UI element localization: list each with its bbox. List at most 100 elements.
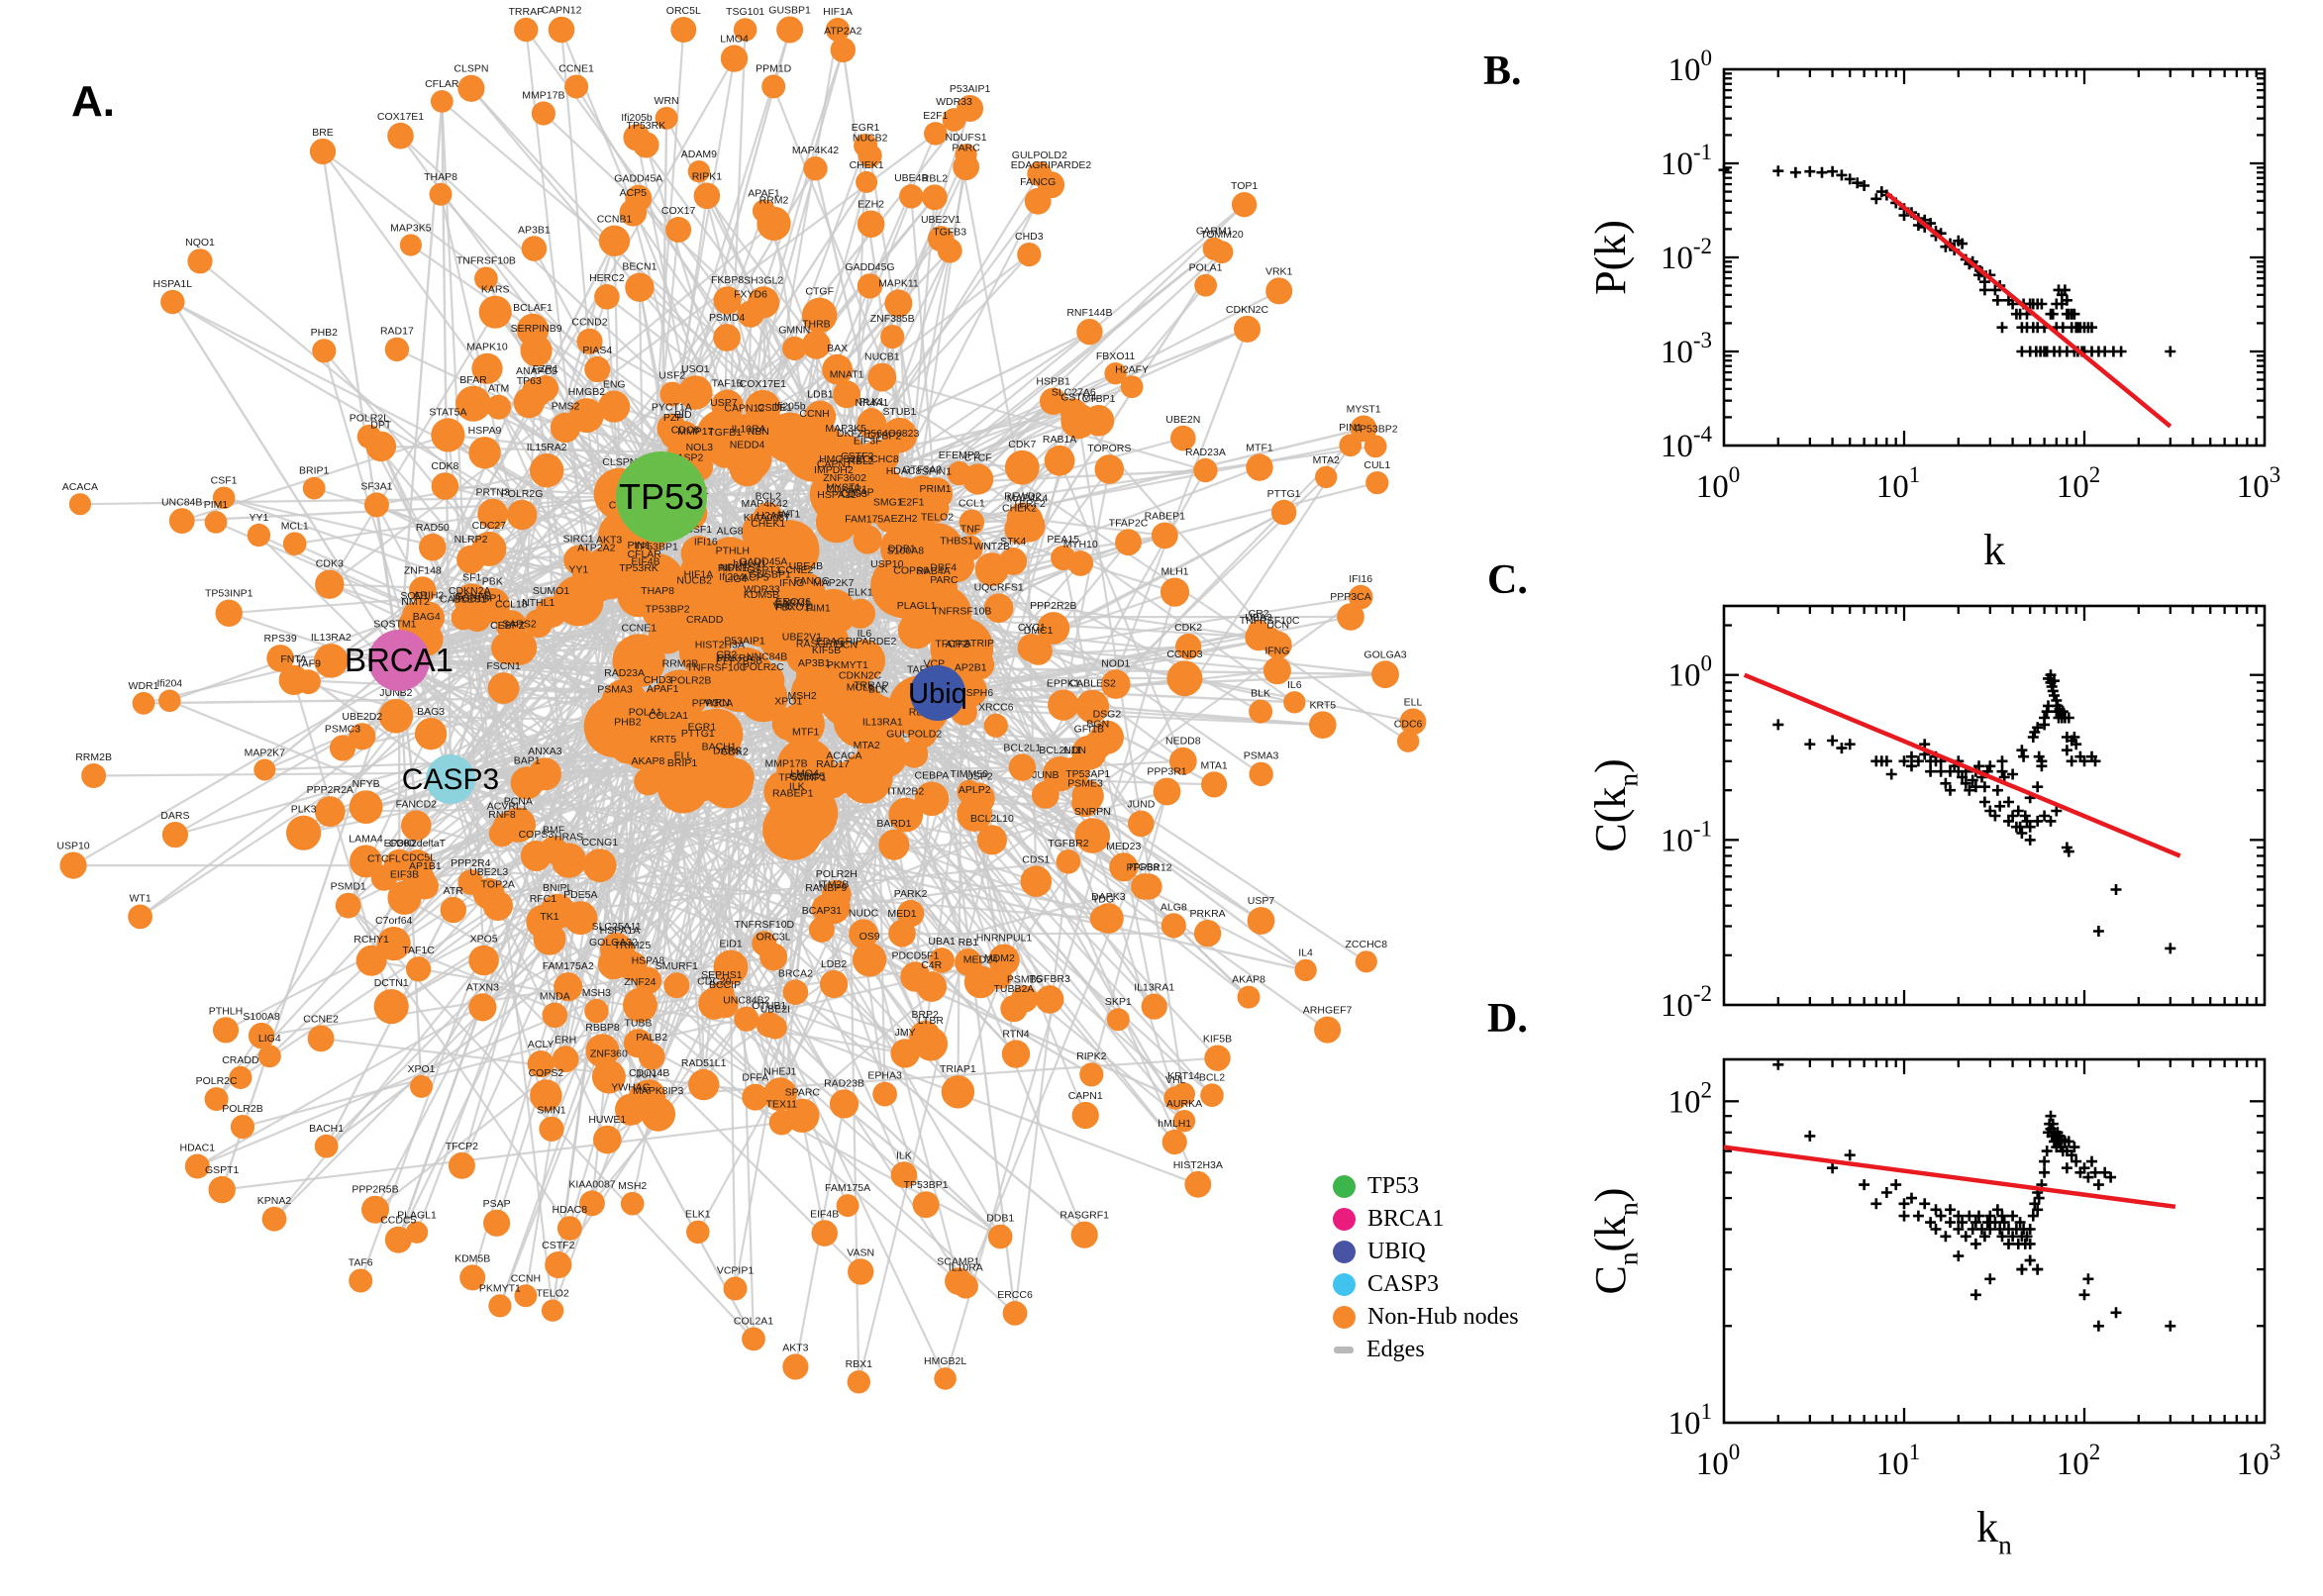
- network-node[interactable]: [593, 1125, 622, 1154]
- network-node[interactable]: [468, 437, 501, 469]
- data-point-plus-icon: [2092, 926, 2104, 937]
- network-node[interactable]: [1160, 577, 1190, 607]
- network-node[interactable]: [1094, 454, 1125, 484]
- network-node[interactable]: [510, 766, 544, 800]
- data-point-plus-icon: [1789, 166, 1801, 178]
- network-node[interactable]: [820, 969, 849, 999]
- network-node[interactable]: [763, 769, 809, 815]
- network-node[interactable]: [914, 781, 950, 817]
- network-node[interactable]: [897, 612, 936, 649]
- network-node[interactable]: [822, 353, 853, 385]
- network-node[interactable]: [612, 634, 666, 687]
- network-node[interactable]: [852, 691, 891, 730]
- network-node[interactable]: [765, 609, 820, 663]
- network-node[interactable]: [663, 972, 690, 999]
- network-node[interactable]: [828, 761, 860, 794]
- network-node[interactable]: [373, 989, 409, 1025]
- network-node[interactable]: [811, 894, 841, 924]
- network-node[interactable]: [843, 639, 886, 682]
- network-node[interactable]: [929, 948, 955, 973]
- tick-label: 103: [2237, 462, 2281, 505]
- network-node[interactable]: [1000, 995, 1028, 1023]
- network-node[interactable]: [808, 916, 835, 943]
- network-node[interactable]: [623, 987, 657, 1023]
- data-point-plus-icon: [2024, 1254, 2036, 1266]
- network-edge: [328, 311, 497, 585]
- network-node[interactable]: [840, 750, 893, 804]
- network-node[interactable]: [900, 961, 931, 992]
- network-node[interactable]: [583, 695, 647, 758]
- network-node[interactable]: [1008, 753, 1037, 781]
- data-point-plus-icon: [1880, 1187, 1892, 1198]
- network-node[interactable]: [678, 625, 731, 677]
- network-node[interactable]: [591, 1059, 626, 1094]
- network-node[interactable]: [742, 510, 788, 556]
- tick-label: 100: [1668, 651, 1713, 694]
- network-node[interactable]: [627, 552, 685, 612]
- network-node[interactable]: [314, 644, 349, 678]
- network-node[interactable]: [771, 707, 805, 741]
- network-node[interactable]: [988, 944, 1020, 976]
- network-node[interactable]: [675, 686, 706, 717]
- network-node[interactable]: [455, 385, 491, 422]
- network-node[interactable]: [675, 733, 729, 787]
- network-edge: [937, 692, 1307, 971]
- data-point-plus-icon: [1960, 1231, 1971, 1243]
- network-node[interactable]: [713, 286, 742, 315]
- network-node[interactable]: [907, 718, 938, 748]
- network-node[interactable]: [530, 453, 564, 488]
- network-node[interactable]: [477, 498, 508, 530]
- network-node[interactable]: [355, 945, 387, 976]
- network-node[interactable]: [853, 525, 882, 554]
- axis-label: P(k): [1586, 220, 1635, 295]
- network-edge: [706, 195, 818, 346]
- network-node[interactable]: [409, 576, 437, 604]
- network-node[interactable]: [880, 325, 905, 349]
- network-node[interactable]: [1074, 818, 1111, 853]
- network-node[interactable]: [539, 1116, 564, 1142]
- data-point-plus-icon: [2045, 815, 2057, 827]
- network-node[interactable]: [1109, 852, 1139, 882]
- network-node[interactable]: [1056, 849, 1081, 874]
- plot-frame: [1722, 604, 2267, 1007]
- network-node[interactable]: [563, 545, 593, 575]
- network-edge: [998, 445, 1352, 978]
- network-node[interactable]: [715, 585, 758, 628]
- network-node[interactable]: [737, 300, 764, 328]
- data-point-plus-icon: [1870, 193, 1882, 205]
- network-node[interactable]: [414, 718, 448, 750]
- network-node[interactable]: [1044, 445, 1075, 476]
- data-point-plus-icon: [2018, 750, 2030, 762]
- network-node[interactable]: [1089, 905, 1117, 932]
- node-swatch-icon: [1333, 1306, 1356, 1329]
- network-node[interactable]: [872, 570, 902, 599]
- network-node[interactable]: [957, 796, 993, 832]
- network-node[interactable]: [714, 647, 775, 707]
- network-node[interactable]: [1051, 545, 1076, 571]
- network-node[interactable]: [1004, 449, 1040, 485]
- network-node[interactable]: [1001, 1040, 1031, 1068]
- network-node[interactable]: [894, 576, 928, 610]
- network-node[interactable]: [959, 509, 985, 536]
- data-point-plus-icon: [1772, 1058, 1784, 1070]
- network-node[interactable]: [1115, 529, 1142, 556]
- network-node[interactable]: [867, 362, 897, 392]
- legend-item-label: TP53: [1367, 1173, 1420, 1199]
- network-node[interactable]: [706, 537, 755, 585]
- plot-frame: [1722, 67, 2267, 448]
- network-node[interactable]: [711, 389, 744, 423]
- network-node[interactable]: [405, 956, 432, 982]
- data-point-plus-icon: [1978, 781, 1990, 793]
- network-node[interactable]: [1128, 810, 1155, 838]
- network-node[interactable]: [801, 330, 831, 359]
- network-node[interactable]: [329, 735, 356, 761]
- network-node[interactable]: [378, 699, 414, 734]
- network-node[interactable]: [576, 328, 603, 354]
- network-node[interactable]: [670, 580, 727, 637]
- network-node[interactable]: [665, 217, 692, 243]
- data-point-plus-icon: [2039, 1155, 2051, 1167]
- tick-label: 10-1: [1661, 816, 1712, 858]
- network-node[interactable]: [527, 1050, 555, 1078]
- network-node[interactable]: [762, 799, 824, 860]
